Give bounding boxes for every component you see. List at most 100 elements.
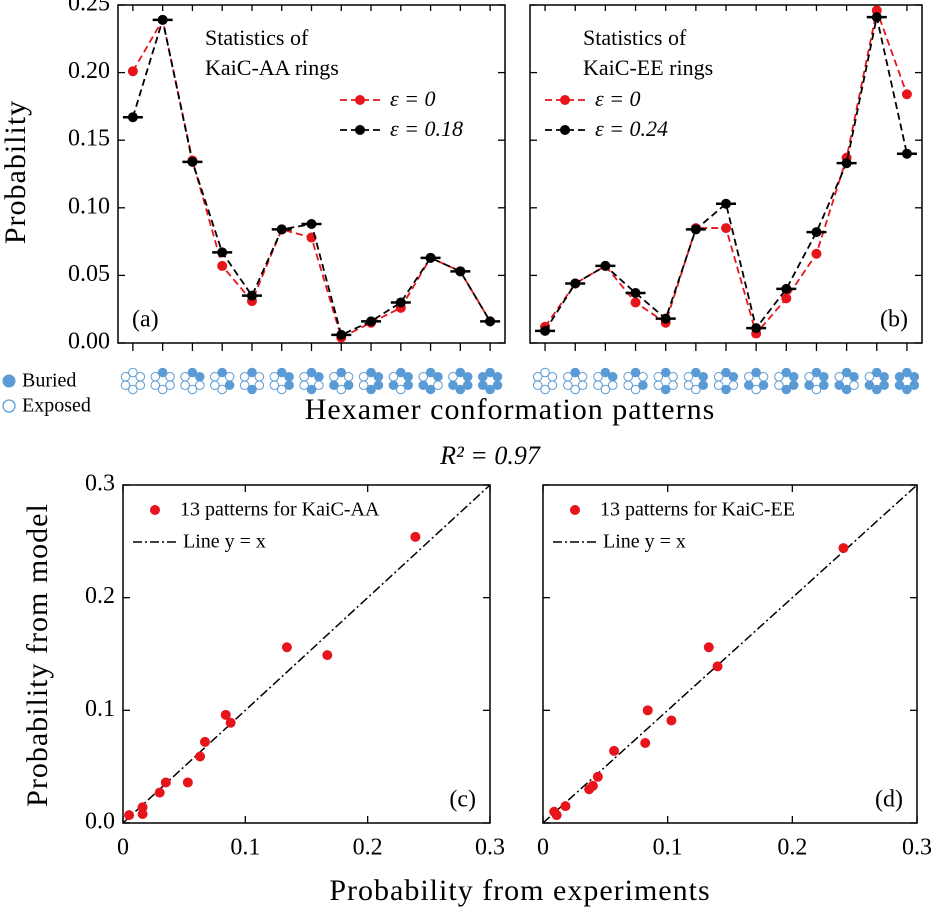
reference-line xyxy=(542,484,918,824)
pattern-subunit xyxy=(343,380,354,391)
legend-label: ε = 0 xyxy=(595,86,641,111)
scatter-point xyxy=(642,705,653,716)
pattern-subunit xyxy=(660,384,671,395)
marker xyxy=(217,260,228,271)
pattern-subunit xyxy=(187,367,198,378)
pattern-subunit xyxy=(448,380,458,391)
legend-marker xyxy=(560,125,570,135)
pattern-subunit xyxy=(180,371,190,382)
pattern-subunit xyxy=(698,371,709,382)
pattern-subunit xyxy=(532,380,543,391)
pattern-icon xyxy=(593,367,618,395)
pattern-subunit xyxy=(433,371,443,382)
pattern-subunit xyxy=(540,367,550,378)
y-axis-label: Probability xyxy=(0,100,32,244)
pattern-subunit xyxy=(329,380,339,391)
marker xyxy=(660,313,671,324)
pattern-subunit xyxy=(577,371,588,382)
x-tick-label: 0.3 xyxy=(475,835,505,861)
marker xyxy=(901,89,912,100)
pattern-subunit xyxy=(563,380,573,391)
pattern-subunit xyxy=(547,371,558,382)
pattern-icon xyxy=(894,367,920,395)
pattern-subunit xyxy=(721,367,731,378)
pattern-subunit xyxy=(774,371,784,382)
marker xyxy=(127,112,138,123)
pattern-icon xyxy=(623,367,648,395)
pattern-subunit xyxy=(239,371,250,382)
pattern-subunit xyxy=(299,380,309,391)
pattern-subunit xyxy=(864,371,875,382)
pattern-subunit xyxy=(570,367,581,378)
panel-label: (a) xyxy=(132,307,159,333)
marker xyxy=(811,248,822,259)
legend-label: Line y = x xyxy=(603,531,686,553)
pattern-subunit xyxy=(366,384,376,395)
pattern-icon xyxy=(713,367,739,395)
legend-label: Line y = x xyxy=(183,531,266,553)
pattern-icon xyxy=(180,367,205,395)
pattern-subunit xyxy=(607,380,618,391)
pattern-subunit xyxy=(425,384,436,395)
marker xyxy=(570,278,581,289)
pattern-subunit xyxy=(425,367,436,378)
pattern-subunit xyxy=(336,384,347,395)
pattern-subunit xyxy=(485,367,495,378)
pattern-subunit xyxy=(577,380,588,391)
pattern-subunit xyxy=(593,380,603,391)
pattern-subunit xyxy=(593,371,603,382)
pattern-subunit xyxy=(128,367,138,378)
pattern-subunit xyxy=(841,384,852,395)
pattern-icon xyxy=(563,367,588,395)
pattern-subunit xyxy=(758,371,769,382)
pattern-subunit xyxy=(811,367,822,378)
marker xyxy=(751,323,762,334)
pattern-subunit xyxy=(165,380,175,391)
pattern-subunit xyxy=(403,371,413,382)
panel-label: (d) xyxy=(875,787,903,813)
pattern-subunit xyxy=(269,371,280,382)
pattern-subunit xyxy=(157,367,168,378)
pattern-subunit xyxy=(329,371,339,382)
x-tick-label: 0.1 xyxy=(653,835,683,861)
pattern-icon xyxy=(358,367,384,395)
pattern-subunit xyxy=(150,380,161,391)
scatter-point xyxy=(592,771,603,782)
pattern-subunit xyxy=(224,380,235,391)
pattern-subunit xyxy=(396,384,406,395)
y-tick-label: 0.2 xyxy=(85,583,115,609)
legend-label: ε = 0 xyxy=(390,86,436,111)
pattern-subunit xyxy=(247,384,257,395)
pattern-subunit xyxy=(563,371,573,382)
pattern-subunit xyxy=(217,384,227,395)
pattern-subunit xyxy=(276,384,287,395)
y-tick-label: 0.10 xyxy=(68,193,110,219)
figure-title: R² = 0.97 xyxy=(439,441,541,470)
pattern-subunit xyxy=(336,367,347,378)
legend-swatch xyxy=(2,399,16,413)
pattern-subunit xyxy=(623,380,633,391)
scatter-point xyxy=(160,777,171,788)
pattern-subunit xyxy=(314,371,324,382)
pattern-subunit xyxy=(165,371,175,382)
pattern-icon xyxy=(653,367,678,395)
x-tick-label: 0.1 xyxy=(230,835,260,861)
panel-label: (c) xyxy=(449,787,476,813)
scatter-point xyxy=(281,642,292,653)
pattern-subunit xyxy=(570,384,581,395)
pattern-subunit xyxy=(653,380,664,391)
pattern-subunit xyxy=(819,371,829,382)
pattern-subunit xyxy=(909,380,920,391)
y-tick-label: 0.00 xyxy=(68,329,110,355)
marker xyxy=(721,198,731,209)
pattern-icon xyxy=(834,367,859,395)
pattern-subunit xyxy=(157,384,168,395)
annotation: KaiC-AA rings xyxy=(205,55,339,80)
legend-label: 13 patterns for KaiC-AA xyxy=(180,499,380,521)
y-tick-label: 0.15 xyxy=(68,126,110,152)
x-tick-label: 0.3 xyxy=(902,835,932,861)
pattern-subunit xyxy=(388,371,399,382)
pattern-subunit xyxy=(653,371,664,382)
legend-label: Exposed xyxy=(22,395,91,417)
